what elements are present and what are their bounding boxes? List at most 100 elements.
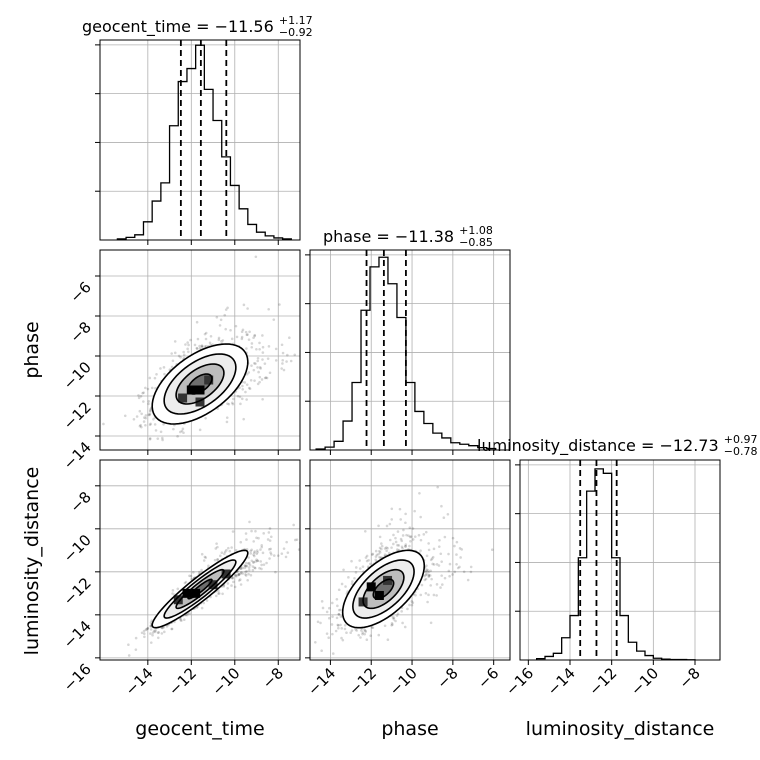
sample-point <box>215 315 219 319</box>
sample-point <box>139 394 143 398</box>
contour-level-2 <box>175 363 225 405</box>
sample-point <box>256 356 260 360</box>
sample-point <box>400 610 403 613</box>
sample-point <box>248 568 251 572</box>
sample-point <box>425 568 429 571</box>
sample-point <box>224 308 228 311</box>
sample-point <box>245 564 249 568</box>
sample-point <box>245 569 248 573</box>
sample-point <box>142 391 145 394</box>
sample-point <box>429 569 432 573</box>
title-luminosity-distance: luminosity_distance = −12.73 +0.97 <box>477 433 757 456</box>
sample-point <box>411 538 415 541</box>
sample-point <box>184 343 187 346</box>
sample-point <box>148 437 152 440</box>
sample-point <box>258 341 261 345</box>
sample-point <box>342 568 345 572</box>
sample-point <box>327 616 331 620</box>
sample-point <box>432 547 436 551</box>
sample-point <box>396 543 399 547</box>
sample-point <box>280 343 284 347</box>
sample-point <box>225 420 229 424</box>
panel-frame <box>99 39 301 241</box>
sample-point <box>142 400 145 403</box>
sample-point <box>398 507 402 511</box>
sample-point <box>268 539 272 542</box>
sample-point <box>243 564 247 567</box>
sample-point <box>427 593 430 597</box>
sample-point <box>411 601 415 605</box>
sample-point <box>215 542 218 545</box>
sample-point <box>337 612 341 616</box>
sample-point <box>316 620 320 624</box>
y-axis-label-phase: phase <box>21 321 43 378</box>
sample-point <box>419 515 422 519</box>
sample-point <box>247 556 250 559</box>
sample-point <box>401 534 405 537</box>
sample-point <box>289 359 293 363</box>
sample-point <box>240 397 244 401</box>
sample-point <box>459 556 462 559</box>
sample-point <box>209 334 213 338</box>
sample-point <box>231 576 234 579</box>
sample-point <box>138 424 142 428</box>
sample-point <box>401 547 404 550</box>
sample-point <box>272 318 276 321</box>
sample-point <box>257 536 260 540</box>
sample-point <box>240 337 244 341</box>
sample-point <box>265 376 269 380</box>
sample-point <box>274 347 278 351</box>
sample-point <box>438 538 441 542</box>
sample-point <box>440 574 443 577</box>
sample-point <box>145 627 149 631</box>
sample-point <box>195 347 199 350</box>
sample-point <box>183 581 187 585</box>
sample-point <box>442 516 446 520</box>
sample-point <box>399 518 403 521</box>
sample-point <box>241 328 245 332</box>
sample-point <box>238 395 242 399</box>
sample-point <box>171 359 175 363</box>
sample-point <box>141 391 144 395</box>
sample-point <box>193 343 197 347</box>
sample-point <box>424 570 428 574</box>
sample-point <box>256 559 259 563</box>
sample-point <box>239 402 242 406</box>
sample-point <box>311 364 314 367</box>
sample-point <box>370 626 374 629</box>
sample-point <box>214 547 218 550</box>
sample-point <box>282 368 286 372</box>
sample-point <box>181 427 185 431</box>
sample-point <box>354 571 358 574</box>
sample-point <box>248 330 251 334</box>
sample-point <box>232 580 235 584</box>
sample-point <box>153 423 157 426</box>
sample-point <box>350 559 353 563</box>
sample-point <box>144 423 147 427</box>
sample-point <box>371 626 375 630</box>
sample-point <box>265 561 268 565</box>
sample-point <box>448 574 451 578</box>
sample-point <box>185 613 189 617</box>
sample-point <box>245 333 249 337</box>
sample-point <box>335 597 339 601</box>
sample-point <box>317 537 320 540</box>
sample-point <box>266 538 270 541</box>
sample-point <box>337 613 341 616</box>
sample-point <box>429 584 432 587</box>
contour-level-2 <box>362 568 405 610</box>
sample-point <box>390 546 393 549</box>
sample-point <box>264 376 268 379</box>
sample-point <box>424 573 428 577</box>
sample-point <box>203 332 207 336</box>
sample-point <box>396 612 400 616</box>
x-axis-label-luminosity-distance: luminosity_distance <box>526 718 715 740</box>
sample-point <box>182 618 186 622</box>
sample-point <box>202 559 206 562</box>
sample-point <box>267 345 271 348</box>
sample-point <box>377 552 380 556</box>
sample-point <box>430 557 434 560</box>
sample-point <box>410 600 414 603</box>
sample-point <box>418 492 421 495</box>
y-tick-label: −10 <box>60 531 95 566</box>
